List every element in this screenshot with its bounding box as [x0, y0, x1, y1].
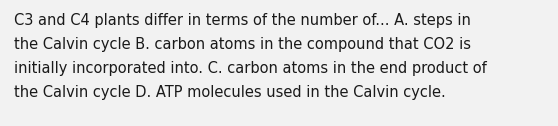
Text: C3 and C4 plants differ in terms of the number of... A. steps in: C3 and C4 plants differ in terms of the …: [14, 13, 471, 28]
Text: the Calvin cycle D. ATP molecules used in the Calvin cycle.: the Calvin cycle D. ATP molecules used i…: [14, 85, 446, 100]
Text: initially incorporated into. C. carbon atoms in the end product of: initially incorporated into. C. carbon a…: [14, 61, 487, 76]
Text: the Calvin cycle B. carbon atoms in the compound that CO2 is: the Calvin cycle B. carbon atoms in the …: [14, 37, 471, 52]
